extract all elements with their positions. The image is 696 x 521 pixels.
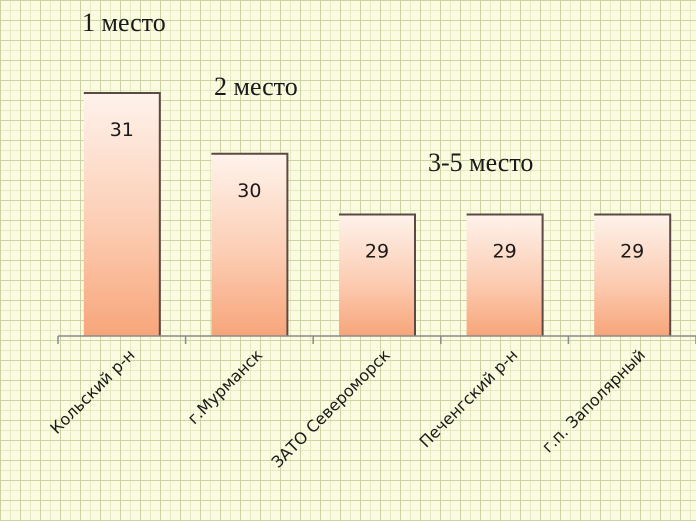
- category-label: Кольский р-н: [46, 345, 138, 437]
- bar-edge: [594, 213, 672, 336]
- category-label: Печенгский р-н: [416, 345, 522, 451]
- bars-layer: [83, 92, 672, 336]
- annotation-rank-1: 1 место: [82, 8, 166, 37]
- category-label: ЗАТО Североморск: [268, 345, 394, 471]
- bar: [594, 214, 671, 336]
- bar-edge: [466, 213, 544, 336]
- bar: [339, 214, 415, 336]
- annotation-rank-2: 2 место: [214, 72, 298, 101]
- data-label: 30: [237, 180, 261, 202]
- data-label: 29: [620, 241, 644, 263]
- bar-edge: [339, 213, 416, 336]
- category-labels-layer: Кольский р-н г.Мурманск ЗАТО Североморск Пе…: [46, 345, 649, 471]
- bar: [466, 214, 543, 336]
- data-label: 29: [493, 241, 517, 263]
- bar-edge: [211, 152, 289, 336]
- data-label: 31: [110, 119, 134, 141]
- category-label: г.Мурманск: [184, 345, 267, 428]
- ticks-layer: [57, 336, 696, 344]
- bar: [83, 93, 160, 336]
- annotation-rank-3-5: 3-5 место: [428, 148, 534, 177]
- bar: [211, 153, 288, 336]
- data-label: 29: [365, 241, 389, 263]
- value-labels-layer: 31 30 29 29 29: [110, 119, 645, 263]
- category-label: г.п. Заполярный: [538, 345, 649, 456]
- bar-edge: [83, 92, 161, 336]
